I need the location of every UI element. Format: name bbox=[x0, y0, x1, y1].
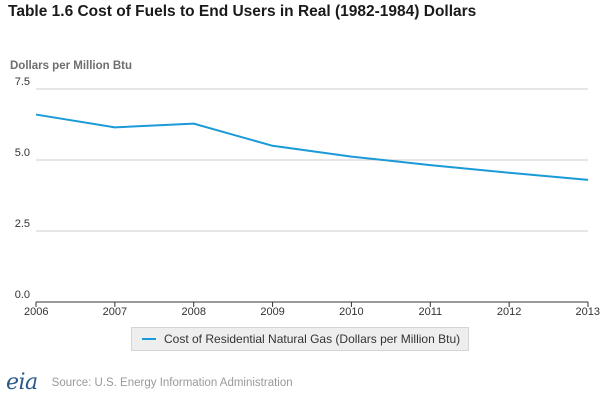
y-axis-label: Dollars per Million Btu bbox=[10, 60, 133, 72]
chart-legend[interactable]: Cost of Residential Natural Gas (Dollars… bbox=[131, 327, 469, 351]
source-note: Source: U.S. Energy Information Administ… bbox=[51, 377, 293, 389]
y-tick-label: 5.0 bbox=[15, 147, 30, 159]
y-tick-label: 7.5 bbox=[15, 76, 30, 88]
x-tick-label: 2013 bbox=[576, 306, 600, 318]
y-tick-label: 0.0 bbox=[15, 289, 30, 301]
x-tick-label: 2012 bbox=[497, 306, 521, 318]
eia-logo: eia bbox=[6, 370, 38, 395]
legend-label: Cost of Residential Natural Gas (Dollars… bbox=[164, 332, 461, 346]
x-tick-label: 2011 bbox=[418, 306, 442, 318]
footer: eia Source: U.S. Energy Information Admi… bbox=[6, 372, 293, 394]
x-tick-label: 2009 bbox=[260, 306, 284, 318]
x-tick-label: 2010 bbox=[339, 306, 363, 318]
chart-title: Table 1.6 Cost of Fuels to End Users in … bbox=[8, 3, 477, 20]
x-tick-label: 2008 bbox=[181, 306, 205, 318]
series-line bbox=[35, 113, 589, 181]
y-tick-label: 2.5 bbox=[15, 218, 30, 230]
x-tick-label: 2007 bbox=[103, 306, 127, 318]
legend-swatch bbox=[142, 338, 156, 340]
x-tick-label: 2006 bbox=[24, 306, 48, 318]
